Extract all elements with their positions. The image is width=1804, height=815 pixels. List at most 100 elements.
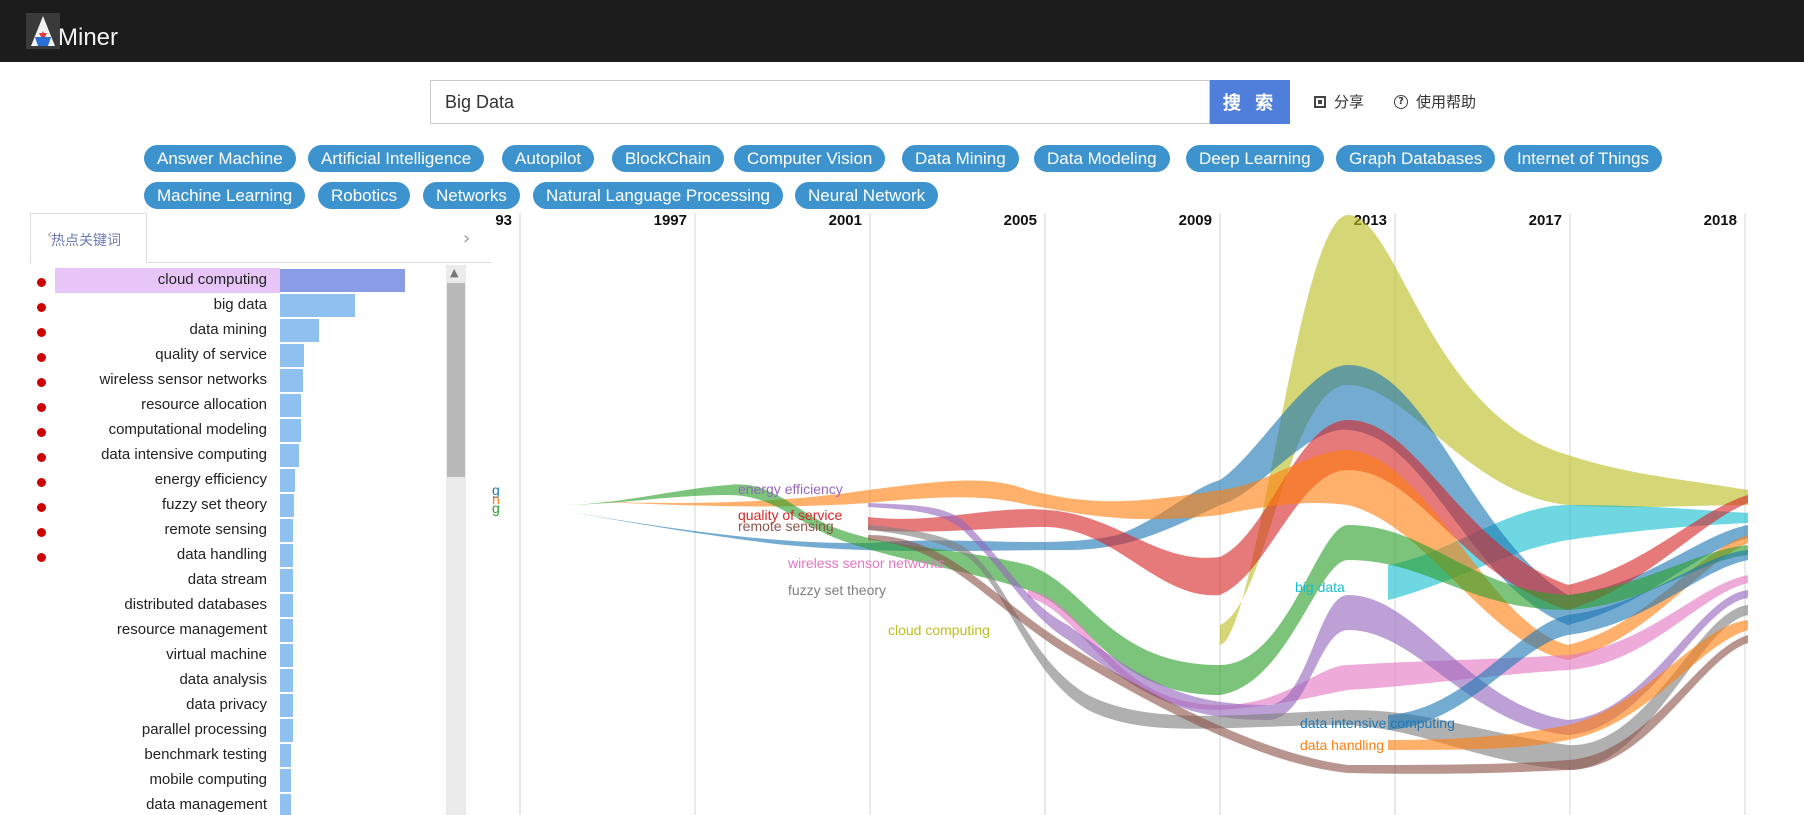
search-input[interactable] [431,81,1209,123]
keyword-row[interactable]: data analysis [30,668,450,693]
search-button[interactable]: 搜 索 [1210,80,1290,124]
keyword-bar [280,269,405,292]
tag-blockchain[interactable]: BlockChain [612,145,724,172]
keyword-row[interactable]: remote sensing [30,518,450,543]
hot-dot-icon [37,328,46,337]
keyword-row[interactable]: fuzzy set theory [30,493,450,518]
keyword-row[interactable]: data stream [30,568,450,593]
keyword-row[interactable]: resource allocation [30,393,450,418]
keyword-bar [280,594,293,617]
search-box [430,80,1210,124]
keyword-label: distributed databases [124,596,267,613]
scrollbar[interactable]: ▲ [446,265,466,815]
keyword-row[interactable]: energy efficiency [30,468,450,493]
keyword-bar [280,394,301,417]
keyword-bar [280,769,291,792]
keyword-bar [280,469,295,492]
tag-artificial-intelligence[interactable]: Artificial Intelligence [308,145,485,172]
stream-label[interactable]: quality of service [738,507,842,523]
keyword-row[interactable]: cloud computing [30,268,450,293]
tag-internet-of-things[interactable]: Internet of Things [1504,145,1662,172]
keyword-bar [280,344,304,367]
stream-label[interactable]: data intensive computing [1300,715,1455,731]
keyword-row[interactable]: data handling [30,543,450,568]
keyword-row[interactable]: data privacy [30,693,450,718]
stream-label[interactable]: cloud computing [888,622,990,638]
keyword-row[interactable]: distributed databases [30,593,450,618]
keyword-label: wireless sensor networks [99,371,267,388]
keyword-row[interactable]: computational modeling [30,418,450,443]
keyword-label: benchmark testing [144,746,267,763]
keyword-bar [280,569,293,592]
year-label: 2018 [1704,212,1737,229]
year-label: 93 [495,212,512,229]
keyword-label: data mining [189,321,267,338]
keyword-bar [280,669,293,692]
stream-label[interactable]: big data [1295,579,1345,595]
keyword-bar [280,744,291,767]
aminer-logo-icon[interactable] [26,13,60,49]
keyword-list: cloud computing big data data mining qualit… [30,268,450,815]
tag-natural-language-processing[interactable]: Natural Language Processing [533,182,783,209]
scroll-up-icon[interactable]: ▲ [450,266,459,279]
hot-dot-icon [37,403,46,412]
tab-label: 热点关键词 [51,233,121,249]
hot-dot-icon [37,303,46,312]
scroll-thumb[interactable] [447,283,465,477]
keyword-row[interactable]: data intensive computing [30,443,450,468]
tag-data-mining[interactable]: Data Mining [902,145,1019,172]
help-link[interactable]: ? 使用帮助 [1394,91,1476,112]
share-link[interactable]: 分享 [1314,91,1364,112]
chevron-left-icon[interactable]: ‹ [47,227,53,243]
stream-label[interactable]: energy efficiency [738,481,843,497]
stream-label[interactable]: remote sensing [738,518,834,534]
hot-dot-icon [37,378,46,387]
hot-dot-icon [37,528,46,537]
tab-hot-keywords[interactable]: ‹ 热点关键词 [30,213,147,263]
keyword-row[interactable]: resource management [30,618,450,643]
keyword-highlight [55,268,280,293]
keyword-bar [280,494,294,517]
panel-divider [147,262,492,263]
tag-networks[interactable]: Networks [423,182,520,209]
chevron-right-icon[interactable]: › [463,228,471,249]
keyword-bar [280,519,293,542]
year-label: 1997 [654,212,687,229]
tag-data-modeling[interactable]: Data Modeling [1034,145,1170,172]
hot-dot-icon [37,503,46,512]
keyword-row[interactable]: data management [30,793,450,815]
keyword-label: energy efficiency [154,471,267,488]
keyword-label: computational modeling [108,421,267,438]
tag-autopilot[interactable]: Autopilot [502,145,595,172]
year-label: 2009 [1179,212,1212,229]
keyword-bar [280,794,291,815]
stream-cloud-computing [1220,215,1748,645]
stream-remote-sensing [868,525,1748,770]
stream-data-mining [558,484,1748,695]
keyword-row[interactable]: virtual machine [30,643,450,668]
tag-deep-learning[interactable]: Deep Learning [1186,145,1324,172]
tag-machine-learning[interactable]: Machine Learning [144,182,306,209]
keyword-label: mobile computing [149,771,267,788]
keyword-row[interactable]: data mining [30,318,450,343]
stream-energy-efficiency [558,450,1748,660]
keyword-row[interactable]: wireless sensor networks [30,368,450,393]
stream-label[interactable]: data handling [1300,737,1384,753]
keyword-row[interactable]: benchmark testing [30,743,450,768]
stream-label[interactable]: fuzzy set theory [788,582,886,598]
tag-answer-machine[interactable]: Answer Machine [144,145,296,172]
keyword-row[interactable]: big data [30,293,450,318]
tag-robotics[interactable]: Robotics [318,182,411,209]
hot-dot-icon [37,478,46,487]
app-name[interactable]: Miner [58,24,119,51]
tag-computer-vision[interactable]: Computer Vision [734,145,886,172]
stream-left-label: n [492,491,500,507]
keyword-row[interactable]: quality of service [30,343,450,368]
keyword-row[interactable]: mobile computing [30,768,450,793]
keyword-row[interactable]: parallel processing [30,718,450,743]
tag-neural-network[interactable]: Neural Network [795,182,939,209]
keyword-label: cloud computing [157,271,267,288]
stream-label[interactable]: wireless sensor networks [787,555,944,571]
tag-graph-databases[interactable]: Graph Databases [1336,145,1496,172]
qr-code-icon [1314,95,1326,108]
